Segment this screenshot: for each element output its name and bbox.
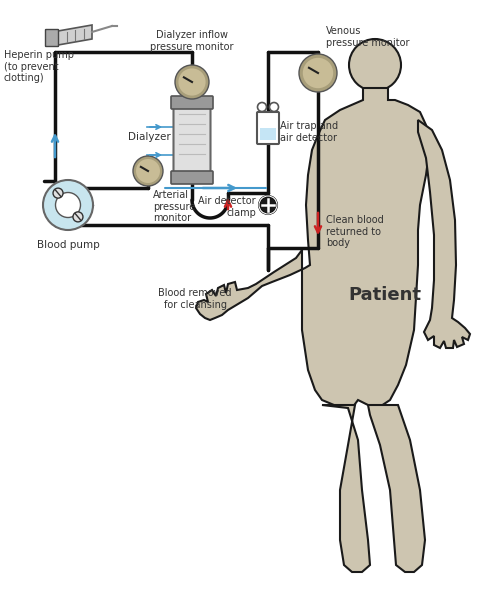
Text: Heperin pump
(to prevent
clotting): Heperin pump (to prevent clotting) <box>4 50 74 83</box>
FancyBboxPatch shape <box>171 96 213 109</box>
FancyBboxPatch shape <box>171 171 213 184</box>
Circle shape <box>303 58 333 88</box>
Text: Venous
pressure monitor: Venous pressure monitor <box>326 27 409 48</box>
FancyBboxPatch shape <box>257 112 279 144</box>
Circle shape <box>56 193 80 217</box>
FancyBboxPatch shape <box>174 106 210 174</box>
Circle shape <box>136 159 160 183</box>
Circle shape <box>258 102 266 112</box>
Circle shape <box>270 102 278 112</box>
Text: Blood pump: Blood pump <box>36 240 100 250</box>
Circle shape <box>299 54 337 92</box>
Circle shape <box>53 188 63 198</box>
Text: Air trap and
air detector: Air trap and air detector <box>280 121 338 143</box>
FancyBboxPatch shape <box>46 30 59 47</box>
Polygon shape <box>368 405 425 572</box>
Circle shape <box>178 69 206 96</box>
Circle shape <box>175 65 209 99</box>
Polygon shape <box>196 88 430 408</box>
Text: Clean blood
returned to
body: Clean blood returned to body <box>326 215 384 248</box>
Text: Patient: Patient <box>348 286 422 304</box>
Text: Arterial
pressure
monitor: Arterial pressure monitor <box>153 190 195 223</box>
Bar <box>260 128 276 140</box>
Circle shape <box>43 180 93 230</box>
Circle shape <box>349 39 401 91</box>
Circle shape <box>133 156 163 186</box>
Polygon shape <box>322 405 370 572</box>
Circle shape <box>73 212 83 222</box>
Text: Air detector
clamp: Air detector clamp <box>198 196 256 218</box>
Text: Dialyzer: Dialyzer <box>128 132 171 142</box>
Polygon shape <box>418 120 470 348</box>
Text: Dialyzer inflow
pressure monitor: Dialyzer inflow pressure monitor <box>150 30 234 52</box>
Polygon shape <box>58 25 92 45</box>
Text: Blood removed
for cleansing: Blood removed for cleansing <box>158 288 232 310</box>
Circle shape <box>259 196 277 214</box>
